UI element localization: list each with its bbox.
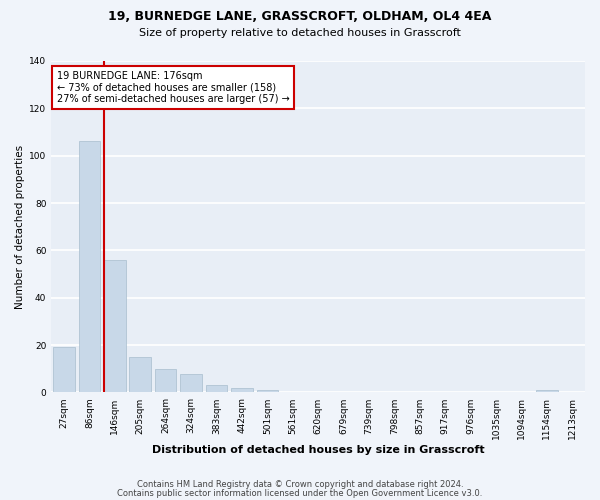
Text: Contains public sector information licensed under the Open Government Licence v3: Contains public sector information licen…	[118, 490, 482, 498]
Bar	[206, 386, 227, 392]
Bar	[231, 388, 253, 392]
Bar	[79, 142, 100, 392]
Bar	[536, 390, 557, 392]
X-axis label: Distribution of detached houses by size in Grasscroft: Distribution of detached houses by size …	[152, 445, 484, 455]
Bar	[104, 260, 125, 392]
Bar	[53, 348, 75, 393]
Text: 19, BURNEDGE LANE, GRASSCROFT, OLDHAM, OL4 4EA: 19, BURNEDGE LANE, GRASSCROFT, OLDHAM, O…	[109, 10, 491, 23]
Bar	[155, 369, 176, 392]
Bar	[130, 357, 151, 392]
Y-axis label: Number of detached properties: Number of detached properties	[15, 144, 25, 309]
Bar	[257, 390, 278, 392]
Bar	[180, 374, 202, 392]
Text: 19 BURNEDGE LANE: 176sqm
← 73% of detached houses are smaller (158)
27% of semi-: 19 BURNEDGE LANE: 176sqm ← 73% of detach…	[56, 71, 289, 104]
Text: Contains HM Land Registry data © Crown copyright and database right 2024.: Contains HM Land Registry data © Crown c…	[137, 480, 463, 489]
Text: Size of property relative to detached houses in Grasscroft: Size of property relative to detached ho…	[139, 28, 461, 38]
